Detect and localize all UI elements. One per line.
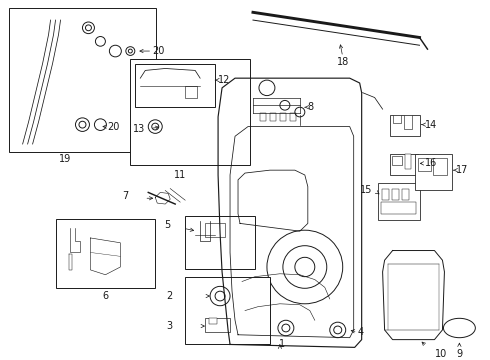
Bar: [135, 64, 215, 107]
Text: 1: 1: [279, 339, 285, 349]
Text: 11: 11: [174, 170, 186, 180]
Bar: [392, 189, 398, 200]
Text: 20: 20: [107, 122, 120, 132]
Bar: [130, 59, 250, 165]
Bar: [205, 318, 230, 332]
Text: 8: 8: [308, 102, 314, 112]
Text: 5: 5: [164, 220, 170, 230]
Bar: [205, 224, 225, 237]
Text: 16: 16: [424, 158, 437, 168]
Text: 4: 4: [358, 327, 364, 337]
Bar: [185, 216, 255, 269]
Text: 7: 7: [122, 191, 128, 201]
Text: 13: 13: [133, 123, 146, 134]
Bar: [390, 154, 417, 175]
Bar: [290, 113, 296, 121]
Bar: [434, 158, 447, 175]
Text: 18: 18: [337, 57, 349, 67]
Bar: [270, 113, 276, 121]
Bar: [401, 189, 409, 200]
Bar: [185, 277, 270, 345]
Bar: [390, 115, 419, 136]
Text: 6: 6: [102, 291, 108, 301]
Bar: [381, 202, 416, 214]
Text: 20: 20: [152, 46, 165, 56]
Text: 9: 9: [456, 349, 463, 359]
Bar: [209, 318, 217, 324]
Bar: [185, 86, 197, 98]
Bar: [378, 183, 419, 220]
Bar: [382, 189, 389, 200]
Text: 14: 14: [424, 120, 437, 130]
Text: 12: 12: [218, 75, 230, 85]
Bar: [55, 219, 155, 288]
Bar: [392, 115, 400, 123]
Text: 19: 19: [59, 154, 72, 164]
Bar: [417, 158, 432, 171]
Bar: [415, 154, 452, 190]
Bar: [405, 154, 411, 169]
Text: 2: 2: [166, 291, 172, 301]
Bar: [392, 156, 401, 165]
Bar: [404, 115, 412, 129]
Bar: [260, 113, 266, 121]
Bar: [9, 8, 156, 152]
Text: 15: 15: [360, 185, 372, 194]
Text: 3: 3: [166, 321, 172, 331]
Text: 17: 17: [456, 165, 469, 175]
Bar: [280, 113, 286, 121]
Text: 10: 10: [435, 349, 447, 359]
